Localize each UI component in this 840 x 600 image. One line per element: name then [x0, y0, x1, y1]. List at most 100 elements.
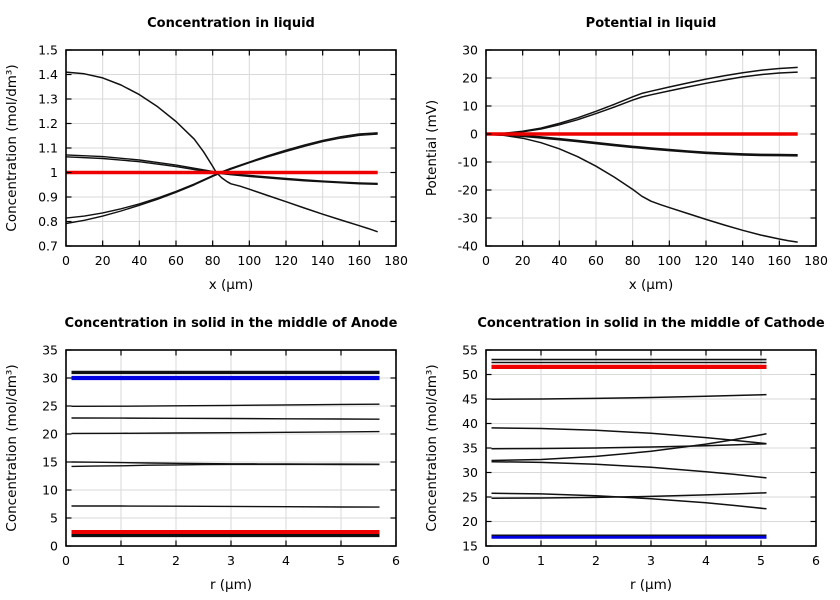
- y-axis-label: Concentration (mol/dm³): [4, 364, 20, 531]
- y-tick-label: 35: [42, 343, 58, 358]
- series-rise-45: [491, 393, 767, 400]
- x-tick-label: 180: [384, 253, 408, 268]
- x-tick-label: 2: [172, 553, 180, 568]
- chart-concentration-solid-cathode: 0 1 2 3 4 5 6 15 20 25 30 35 40 45 50 55 Concentration i…: [420, 300, 840, 600]
- x-tick-label: 0: [62, 553, 70, 568]
- y-tick-label: 25: [462, 490, 478, 505]
- chart-title: Concentration in solid in the middle of …: [65, 316, 398, 331]
- y-tick-label: 10: [42, 483, 58, 498]
- y-tick-label: -30: [458, 211, 478, 226]
- plot-border: [485, 49, 817, 247]
- chart-concentration-solid-anode: 0 1 2 3 4 5 6 0 5 10 15 20 25 30 35 Concentration in so…: [0, 300, 420, 600]
- y-tick-label: 0.9: [38, 190, 58, 205]
- y-tick-label: 20: [462, 71, 478, 86]
- y-tick-label: 45: [462, 392, 478, 407]
- y-tick-label: 0.7: [38, 239, 58, 254]
- y-tick-label: 25: [42, 399, 58, 414]
- x-tick-label: 0: [62, 253, 70, 268]
- x-tick-label: 4: [282, 553, 290, 568]
- y-tick-label: 40: [462, 416, 478, 431]
- plot-area-concentration-solid-anode: 0 1 2 3 4 5 6 0 5 10 15 20 25 30 35 Concentration in so…: [4, 316, 400, 593]
- series-fall-22_8: [71, 417, 380, 420]
- y-tick-label: -20: [458, 183, 478, 198]
- y-tick-label: 55: [462, 343, 478, 358]
- series-rise-25-to-26: [491, 492, 767, 499]
- x-tick-label: 4: [702, 553, 710, 568]
- x-tick-label: 80: [205, 253, 221, 268]
- x-tick-label: 0: [482, 253, 490, 268]
- series-fall-32-to-29: [491, 460, 767, 479]
- y-tick-label: 1: [50, 165, 58, 180]
- y-tick-label: -40: [458, 239, 478, 254]
- x-tick-label: 3: [647, 553, 655, 568]
- x-tick-label: 100: [657, 253, 681, 268]
- plot-area-potential-in-liquid: 0 20 40 60 80 100 120 140 160 180 -40 -30 -20 -10 0 10 2…: [424, 16, 828, 293]
- y-tick-label: 50: [462, 367, 478, 382]
- x-tick-label: 0: [482, 553, 490, 568]
- chart-title: Potential in liquid: [586, 16, 717, 31]
- series-late-rising-a: [65, 132, 378, 219]
- x-tick-label: 40: [551, 253, 567, 268]
- x-tick-label: 60: [168, 253, 184, 268]
- series-discharge-end: [485, 133, 798, 243]
- x-tick-label: 3: [227, 553, 235, 568]
- series-fall-7: [71, 505, 380, 508]
- x-tick-label: 120: [274, 253, 298, 268]
- x-axis-label: r (µm): [210, 577, 252, 593]
- x-tick-label: 6: [812, 553, 820, 568]
- x-tick-label: 5: [337, 553, 345, 568]
- y-tick-label: 5: [50, 511, 58, 526]
- y-tick-label: 1.2: [38, 116, 58, 131]
- series-pair-15-lower: [71, 463, 380, 468]
- y-tick-label: 30: [462, 465, 478, 480]
- y-tick-label: 30: [462, 43, 478, 58]
- series-late-lower: [485, 71, 798, 135]
- y-tick-label: 1.5: [38, 43, 58, 58]
- x-tick-label: 40: [131, 253, 147, 268]
- chart-concentration-in-liquid: 0 20 40 60 80 100 120 140 160 180 0.7 0.8 0.9 1 1.1 1.2…: [0, 0, 420, 300]
- y-axis-label: Potential (mV): [424, 100, 440, 196]
- x-tick-label: 60: [588, 253, 604, 268]
- plot-area-concentration-in-liquid: 0 20 40 60 80 100 120 140 160 180 0.7 0.8 0.9 1 1.1 1.2…: [4, 16, 408, 293]
- x-tick-label: 80: [625, 253, 641, 268]
- x-axis-label: x (µm): [629, 277, 674, 293]
- x-axis-label: x (µm): [209, 277, 254, 293]
- x-tick-label: 1: [117, 553, 125, 568]
- y-tick-label: 15: [42, 455, 58, 470]
- series-rise-20: [71, 430, 380, 435]
- y-tick-label: 15: [462, 539, 478, 554]
- y-tick-label: -10: [458, 155, 478, 170]
- series-early-upper-b: [65, 156, 378, 185]
- y-tick-label: 0.8: [38, 214, 58, 229]
- y-tick-label: 20: [42, 427, 58, 442]
- series-discharge-end: [65, 71, 378, 233]
- x-axis-label: r (µm): [630, 577, 672, 593]
- x-tick-label: 140: [311, 253, 335, 268]
- chart-title: Concentration in solid in the middle of …: [477, 316, 825, 331]
- series-fall-26-to-22_6: [491, 492, 767, 510]
- x-tick-label: 180: [804, 253, 828, 268]
- x-tick-label: 120: [694, 253, 718, 268]
- series-early-pair: [485, 132, 798, 157]
- x-tick-label: 100: [237, 253, 261, 268]
- y-axis-label: Concentration (mol/dm³): [424, 364, 440, 531]
- x-tick-label: 20: [95, 253, 111, 268]
- y-axis-label: Concentration (mol/dm³): [4, 64, 20, 231]
- chart-title: Concentration in liquid: [147, 16, 315, 31]
- series-late-upper: [485, 66, 798, 135]
- x-tick-label: 2: [592, 553, 600, 568]
- series-rise-35-to-36: [491, 443, 767, 450]
- y-tick-label: 30: [42, 371, 58, 386]
- y-tick-label: 1.3: [38, 92, 58, 107]
- series-rise-25: [71, 403, 380, 408]
- x-tick-label: 20: [515, 253, 531, 268]
- x-tick-label: 6: [392, 553, 400, 568]
- y-tick-label: 35: [462, 441, 478, 456]
- y-tick-label: 10: [462, 99, 478, 114]
- y-tick-label: 1.1: [38, 141, 58, 156]
- chart-potential-in-liquid: 0 20 40 60 80 100 120 140 160 180 -40 -30 -20 -10 0 10 2…: [420, 0, 840, 300]
- y-tick-label: 20: [462, 514, 478, 529]
- x-tick-label: 140: [731, 253, 755, 268]
